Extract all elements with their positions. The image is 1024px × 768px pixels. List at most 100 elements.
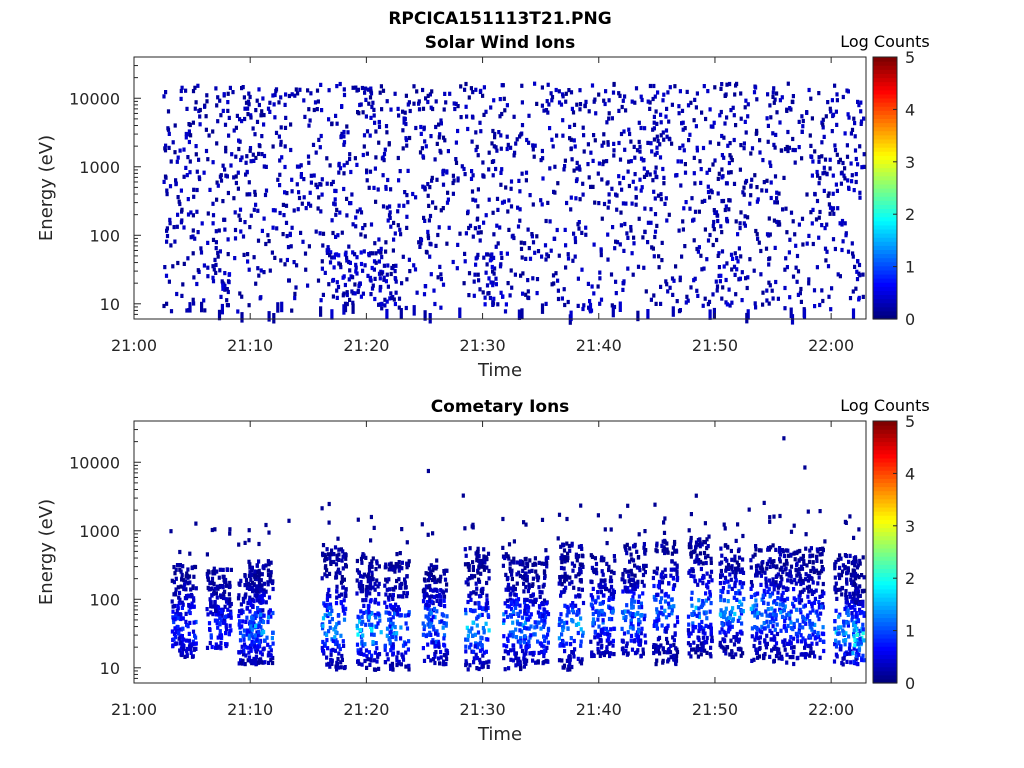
spectrogram-cell (186, 197, 190, 202)
spectrogram-cell (174, 612, 178, 617)
spectrogram-cell (851, 289, 855, 294)
spectrogram-cell (488, 258, 492, 263)
spectrogram-cell (216, 254, 220, 259)
spectrogram-cell (360, 662, 364, 667)
spectrogram-cell (413, 267, 418, 272)
spectrogram-cell (505, 251, 509, 256)
spectrogram-cell (693, 549, 697, 554)
spectrogram-cell (163, 148, 168, 153)
spectrogram-cell (487, 197, 491, 202)
spectrogram-cell (165, 301, 169, 306)
colorbar-segment (873, 183, 897, 189)
colorbar-segment (873, 233, 897, 238)
spectrogram-cell (658, 599, 663, 605)
spectrogram-cell (487, 628, 491, 633)
spectrogram-cell (264, 600, 268, 605)
spectrogram-cell (378, 302, 382, 307)
spectrogram-cell (279, 142, 283, 147)
spectrogram-cell (479, 88, 483, 93)
spectrogram-cell (630, 605, 634, 610)
spectrogram-cell (464, 662, 468, 668)
spectrogram-cell (721, 645, 725, 650)
spectrogram-cell (278, 210, 282, 216)
spectrogram-cell (260, 134, 264, 139)
spectrogram-cell (857, 295, 861, 300)
spectrogram-cell (392, 297, 396, 302)
spectrogram-cell (654, 548, 658, 553)
spectrogram-cell (293, 296, 297, 301)
spectrogram-cell (390, 634, 394, 640)
spectrogram-cell (253, 615, 257, 621)
spectrogram-cell (471, 560, 475, 565)
spectrogram-cell (438, 661, 442, 666)
spectrogram-cell (393, 611, 397, 616)
spectrogram-cell (695, 246, 699, 252)
spectrogram-cell (634, 202, 638, 207)
spectrogram-cell (681, 227, 685, 232)
spectrogram-cell (438, 619, 442, 625)
spectrogram-cell (404, 641, 408, 646)
spectrogram-cell (335, 640, 339, 645)
spectrogram-cell (383, 583, 387, 588)
spectrogram-cell (221, 286, 225, 291)
spectrogram-cell (722, 155, 726, 160)
spectrogram-cell (633, 573, 637, 578)
spectrogram-cell (184, 165, 188, 170)
spectrogram-cell (471, 567, 475, 572)
spectrogram-cell (169, 159, 173, 164)
spectrogram-cell (631, 558, 636, 563)
spectrogram-cell (577, 587, 581, 592)
spectrogram-cell (690, 603, 694, 608)
spectrogram-cell (784, 256, 788, 261)
spectrogram-cell (761, 290, 765, 295)
spectrogram-cell (400, 281, 404, 286)
spectrogram-cell (433, 157, 437, 162)
spectrogram-cell (289, 244, 293, 249)
spectrogram-cell (260, 652, 264, 657)
spectrogram-cell (477, 579, 482, 584)
spectrogram-cell (262, 164, 266, 169)
spectrogram-cell (328, 163, 332, 168)
spectrogram-cell (681, 143, 685, 148)
spectrogram-cell (621, 287, 625, 292)
spectrogram-cell (576, 276, 580, 281)
spectrogram-cell (493, 131, 497, 137)
spectrogram-cell (725, 219, 730, 224)
spectrogram-cell (839, 171, 843, 176)
spectrogram-cell (389, 567, 393, 572)
spectrogram-cell (245, 585, 249, 590)
spectrogram-cell (360, 614, 364, 619)
spectrogram-cell (355, 162, 359, 167)
spectrogram-cell (639, 156, 644, 161)
colorbar-segment (873, 298, 897, 304)
spectrogram-cell (805, 192, 809, 197)
spectrogram-cell (328, 594, 332, 599)
spectrogram-cell (244, 172, 248, 177)
spectrogram-cell (552, 281, 556, 286)
spectrogram-cell (351, 85, 355, 90)
spectrogram-cell (542, 569, 547, 574)
spectrogram-cell (389, 107, 393, 112)
spectrogram-cell (732, 137, 736, 143)
spectrogram-cell (702, 84, 706, 89)
spectrogram-cell (393, 585, 397, 590)
spectrogram-cell (242, 642, 247, 647)
spectrogram-cell (788, 295, 792, 300)
spectrogram-cell (512, 599, 516, 604)
spectrogram-cell (775, 200, 779, 205)
spectrogram-cell (476, 570, 480, 575)
spectrogram-cell (593, 200, 597, 205)
spectrogram-cell (516, 224, 521, 229)
spectrogram-cell (402, 203, 406, 208)
spectrogram-cell (419, 131, 423, 136)
spectrogram-cell (226, 100, 230, 105)
spectrogram-cell (361, 584, 365, 589)
spectrogram-cell (337, 163, 341, 168)
spectrogram-cell (498, 225, 502, 230)
spectrogram-cell (631, 578, 636, 583)
spectrogram-cell (474, 652, 478, 657)
spectrogram-cell (378, 90, 382, 95)
spectrogram-cell (743, 105, 747, 110)
spectrogram-cell (630, 598, 634, 603)
